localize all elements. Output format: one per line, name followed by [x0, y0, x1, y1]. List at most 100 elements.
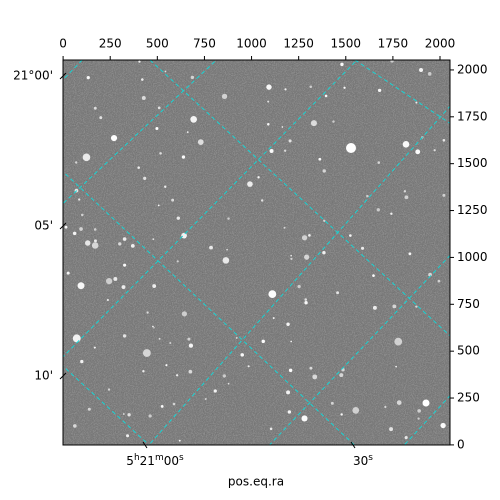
coordinate-grid: [63, 60, 450, 445]
image-noise: [63, 60, 450, 445]
star: [148, 414, 152, 418]
star: [82, 153, 91, 162]
star: [297, 284, 301, 289]
star: [415, 101, 418, 104]
x-tick-label: 500: [146, 37, 169, 51]
star: [346, 143, 356, 153]
star: [110, 134, 118, 142]
star: [261, 339, 265, 344]
star: [122, 334, 127, 338]
star: [176, 260, 179, 263]
star: [376, 208, 380, 212]
star: [106, 298, 109, 302]
ra-tick: [142, 441, 148, 449]
dec-tick-label: 10': [34, 369, 53, 383]
star: [130, 243, 135, 248]
star: [188, 369, 193, 374]
star: [222, 374, 227, 378]
y-tick-label: 250: [457, 391, 480, 405]
star: [94, 239, 97, 243]
star: [332, 120, 335, 123]
star: [122, 237, 127, 241]
star: [310, 120, 317, 127]
ra-tick-label: 5h21m00s: [126, 453, 184, 468]
star: [309, 366, 313, 370]
image: [63, 60, 450, 445]
dec-tick-label: 21°00': [13, 69, 53, 83]
star: [437, 279, 441, 283]
star: [204, 397, 207, 401]
star: [157, 204, 160, 207]
star: [77, 282, 85, 290]
star: [137, 166, 140, 169]
star: [93, 346, 96, 349]
star: [404, 436, 408, 440]
star: [171, 198, 175, 202]
x-axis-label: pos.eq.ra: [228, 475, 284, 489]
star: [372, 274, 375, 277]
star: [290, 254, 292, 257]
star: [164, 185, 167, 188]
y-tick-label: 1750: [457, 109, 488, 123]
star: [266, 84, 272, 90]
y-tick-label: 1000: [457, 250, 488, 264]
star: [80, 359, 84, 364]
star: [403, 190, 407, 193]
star: [349, 234, 352, 237]
dec-tick: [59, 222, 67, 230]
star: [287, 410, 292, 414]
grid-line: [268, 254, 450, 445]
star: [175, 374, 179, 377]
grid-line: [403, 395, 450, 445]
star: [91, 242, 99, 249]
star: [415, 149, 421, 155]
star: [395, 365, 397, 368]
star: [323, 219, 326, 222]
star: [222, 257, 230, 264]
star: [247, 365, 250, 368]
star: [190, 116, 197, 123]
star: [123, 263, 127, 267]
star: [221, 93, 228, 100]
star: [422, 399, 430, 407]
star: [304, 254, 310, 260]
star: [301, 235, 308, 241]
star: [121, 285, 126, 289]
star: [143, 176, 147, 181]
star: [322, 250, 326, 255]
star: [283, 149, 287, 152]
frame: [62, 59, 451, 446]
star: [146, 311, 149, 314]
star: [113, 277, 118, 281]
dec-tick: [59, 372, 67, 380]
x-tick-label: 2000: [425, 37, 456, 51]
star: [286, 322, 290, 326]
star: [343, 86, 346, 89]
star: [269, 149, 274, 154]
star: [267, 100, 270, 103]
star: [152, 325, 154, 328]
star: [176, 216, 181, 220]
star: [159, 152, 162, 155]
stars: [64, 60, 446, 442]
star: [73, 424, 77, 428]
grid-line: [148, 105, 450, 445]
star: [402, 140, 410, 148]
star: [142, 370, 145, 373]
star: [290, 257, 293, 260]
star: [213, 389, 217, 393]
star: [235, 336, 238, 339]
star: [209, 245, 213, 250]
star: [390, 212, 393, 215]
star: [127, 413, 131, 417]
star: [118, 242, 122, 246]
star: [87, 407, 91, 411]
star: [66, 271, 70, 275]
star: [417, 417, 420, 420]
star: [122, 413, 125, 415]
x-tick-label: 1500: [331, 37, 362, 51]
star: [361, 246, 365, 250]
y-tick-label: 0: [457, 437, 465, 451]
star: [107, 388, 111, 391]
star: [78, 198, 81, 201]
